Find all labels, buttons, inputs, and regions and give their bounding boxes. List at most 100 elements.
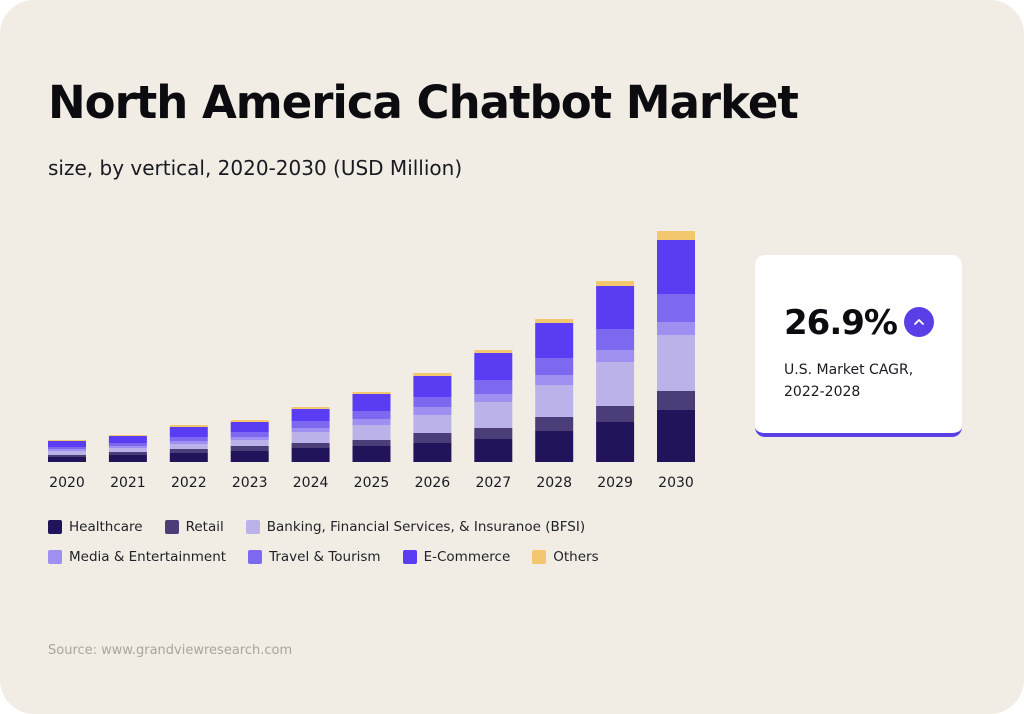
bar-segment-2020-4 [48,447,86,449]
bar-segment-2023-6 [230,420,269,422]
chart-title: North America Chatbot Market [48,76,799,129]
bar-segment-2021-3 [108,446,147,448]
bar-segment-2030-6 [657,231,695,240]
bar-segment-2024-6 [291,407,330,409]
bar-segment-2030-3 [657,322,695,335]
bar-segment-2022-4 [169,437,208,441]
legend-label: Media & Entertainment [69,549,227,565]
bar-segment-2029-5 [596,286,635,329]
bar-segment-2026-3 [413,407,452,415]
bar-segment-2028-5 [535,323,574,358]
bar-segment-2020-0 [48,457,86,462]
bar-segment-2024-0 [291,448,330,462]
bar-segment-2025-3 [352,419,391,425]
bar-segment-2022-3 [169,441,208,444]
bar-segment-2025-5 [352,394,391,411]
bar-segment-2023-0 [230,451,269,462]
bar-segment-2027-2 [474,402,513,428]
bar-segment-2029-4 [596,329,635,350]
bar-segment-2021-5 [108,436,147,443]
bar-segment-2024-4 [291,421,330,428]
legend-label: E-Commerce [423,549,511,565]
cagr-card: 26.9% U.S. Market CAGR, 2022-2028 [755,255,962,437]
bar-segment-2026-1 [413,433,452,443]
bar-segment-2025-1 [352,440,391,446]
bar-segment-2027-5 [474,353,513,380]
bar-segment-2026-6 [413,373,452,376]
bar-segment-2028-4 [535,358,574,375]
x-tick-label: 2029 [597,475,633,491]
chart-subtitle: size, by vertical, 2020-2030 (USD Millio… [48,156,463,180]
bar-segment-2028-1 [535,417,574,431]
bar-segment-2024-2 [291,432,330,443]
bar-segment-2021-4 [108,443,147,446]
bar-segment-2029-1 [596,406,635,422]
bar-segment-2023-2 [230,440,269,446]
bar-segment-2025-6 [352,392,391,394]
bar-segment-2025-4 [352,411,391,419]
x-tick-label: 2030 [658,475,694,491]
legend-item: Travel & Tourism [248,549,381,565]
legend-swatch [402,550,417,564]
legend-label: Travel & Tourism [269,549,381,565]
bar-segment-2023-4 [230,432,269,437]
bar-segment-2020-3 [48,449,86,451]
legend-swatch [164,520,179,534]
legend-label: Retail [185,519,224,535]
bar-segment-2027-4 [474,380,513,394]
x-tick-label: 2025 [354,475,390,491]
bar-segment-2024-5 [291,409,330,421]
bar-segment-2025-0 [352,446,391,462]
x-tick-label: 2020 [49,475,85,491]
legend-item: Banking, Financial Services, & Insuranoe… [245,519,585,535]
legend-item: Healthcare [48,519,143,535]
bar-segment-2030-2 [657,335,695,391]
bar-segment-2022-1 [169,449,208,453]
bar-segment-2026-4 [413,397,452,407]
bar-segment-2025-2 [352,425,391,440]
bar-segment-2021-6 [108,435,147,436]
legend-swatch [48,550,62,564]
bar-segment-2023-1 [230,446,269,451]
bar-segment-2021-2 [108,448,147,452]
bar-segment-2027-0 [474,439,513,462]
bar-segment-2020-5 [48,441,86,447]
legend-swatch [245,520,260,534]
legend-item: Media & Entertainment [48,549,226,565]
bar-segment-2022-6 [169,425,208,427]
source-note: Source: www.grandviewresearch.com [48,643,293,658]
bar-segment-2023-3 [230,437,269,440]
bar-segment-2028-0 [535,431,574,462]
bar-segment-2026-5 [413,376,452,397]
bar-segment-2028-2 [535,385,574,417]
bar-segment-2020-2 [48,451,86,455]
bar-segment-2027-6 [474,350,513,353]
bar-segment-2029-0 [596,422,635,462]
legend-swatch [248,550,263,564]
bar-segment-2029-6 [596,281,635,286]
legend-item: Retail [164,519,224,535]
legend-item: Others [532,549,599,565]
bar-segment-2028-6 [535,319,574,323]
bar-segment-2021-0 [108,455,147,462]
x-tick-label: 2028 [536,475,572,491]
bar-segment-2027-1 [474,428,513,439]
legend-label: Healthcare [69,519,143,535]
legend-swatch [48,520,62,534]
x-tick-label: 2022 [171,475,207,491]
x-tick-label: 2024 [293,475,329,491]
cagr-label: U.S. Market CAGR, 2022-2028 [784,362,914,400]
bar-segment-2030-5 [657,240,695,294]
bar-segment-2022-5 [169,427,208,437]
bar-segment-2024-1 [291,443,330,448]
bar-segment-2026-0 [413,443,452,462]
bar-segment-2029-3 [596,350,635,362]
legend-label: Others [553,549,599,565]
bar-segment-2022-2 [169,444,208,449]
x-tick-label: 2026 [415,475,451,491]
bar-segment-2020-6 [48,440,86,441]
stacked-bar-chart: 2020 2021 2022 2023 2024 2025 2026 2027 2028 2029… [48,231,695,491]
x-tick-label: 2027 [475,475,511,491]
legend-item: E-Commerce [402,549,511,565]
bar-segment-2023-5 [230,422,269,432]
